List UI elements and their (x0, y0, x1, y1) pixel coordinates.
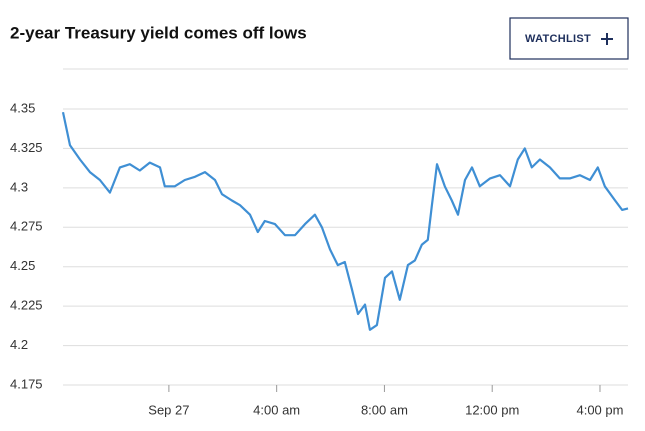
y-tick-label: 4.35 (10, 100, 35, 115)
y-tick-label: 4.325 (10, 140, 43, 155)
x-tick-label: Sep 27 (148, 402, 189, 417)
watchlist-button[interactable]: WATCHLIST (509, 17, 629, 60)
line (61, 111, 629, 331)
button-label[interactable]: WATCHLIST (525, 33, 591, 45)
plus-icon[interactable] (601, 33, 613, 45)
y-tick-label: 4.3 (10, 179, 28, 194)
y-tick-label: 4.175 (10, 376, 43, 391)
x-tick-label: 4:00 am (253, 402, 300, 417)
y-tick-label: 4.2 (10, 337, 28, 352)
chart-title: 2-year Treasury yield comes off lows (10, 23, 307, 42)
x-tick-label: 8:00 am (361, 402, 408, 417)
y-tick-label: 4.225 (10, 298, 43, 313)
y-tick-label: 4.25 (10, 258, 35, 273)
x-tick-label: 4:00 pm (576, 402, 623, 417)
y-tick-label: 4.275 (10, 219, 43, 234)
x-tick-label: 12:00 pm (465, 402, 519, 417)
